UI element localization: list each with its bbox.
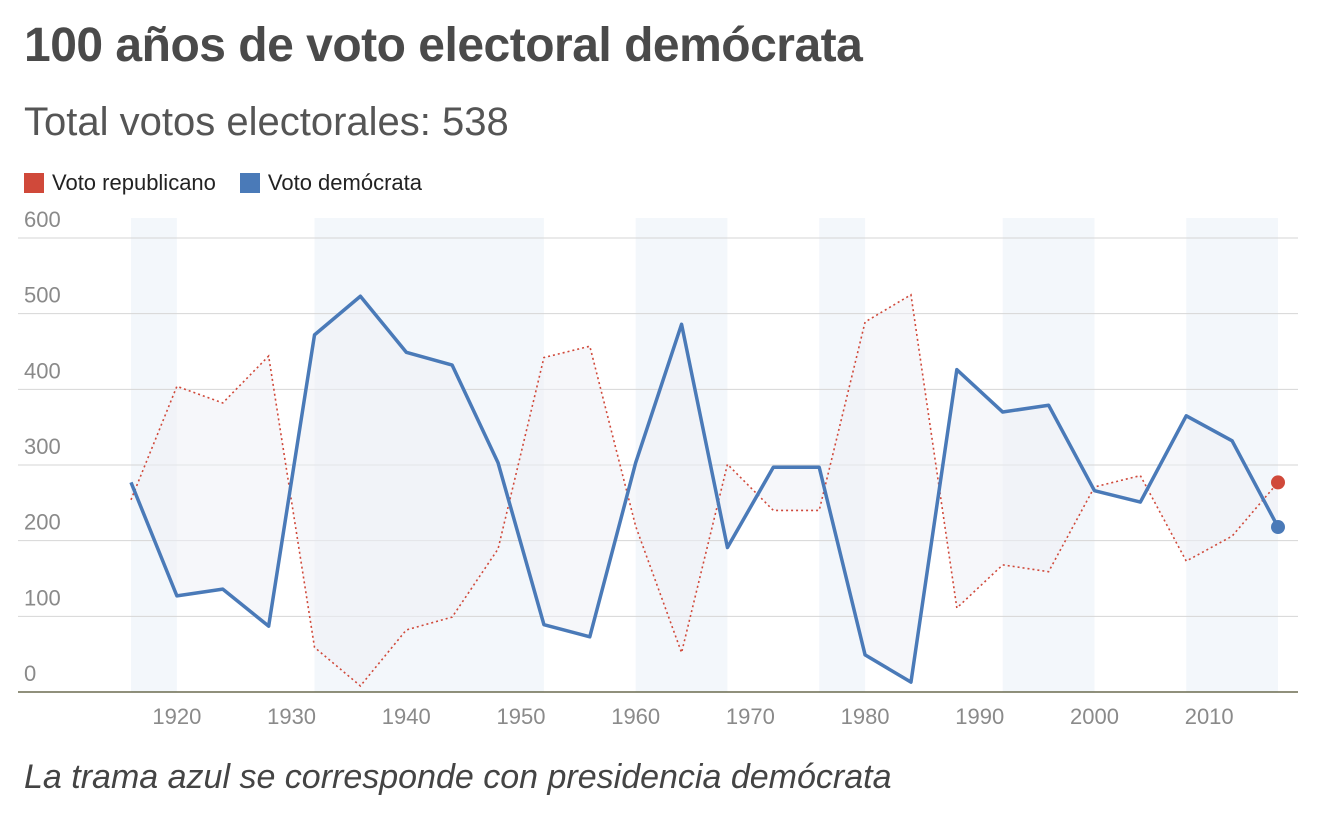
x-tick-label-1990: 1990 xyxy=(955,704,1004,729)
y-tick-label-0: 0 xyxy=(24,661,36,686)
x-tick-label-2010: 2010 xyxy=(1185,704,1234,729)
series-line-republican xyxy=(130,293,1279,688)
legend-item-republican: Voto republicano xyxy=(24,170,216,196)
y-tick-label-600: 600 xyxy=(24,207,61,232)
chart-title: 100 años de voto electoral demócrata xyxy=(24,19,863,72)
x-tick-label-1950: 1950 xyxy=(497,704,546,729)
legend-swatch-democrat xyxy=(239,173,260,193)
y-tick-label-500: 500 xyxy=(24,283,61,308)
point-democrat-2016 xyxy=(1271,520,1285,535)
x-tick-label-2000: 2000 xyxy=(1070,704,1119,729)
x-tick-label-1960: 1960 xyxy=(611,704,660,729)
chart-footnote: La trama azul se corresponde con preside… xyxy=(24,758,892,796)
x-tick-label-1980: 1980 xyxy=(841,704,890,729)
chart-subtitle: Total votos electorales: 538 xyxy=(24,100,509,144)
series-line-democrat xyxy=(129,294,1280,684)
area-between-series xyxy=(131,294,1278,686)
x-tick-label-1940: 1940 xyxy=(382,704,431,729)
legend-swatch-republican xyxy=(24,173,44,193)
x-tick-label-1970: 1970 xyxy=(726,704,775,729)
x-tick-label-1920: 1920 xyxy=(152,704,201,729)
y-tick-label-400: 400 xyxy=(24,358,61,383)
y-tick-label-100: 100 xyxy=(24,585,61,610)
point-republican-2016 xyxy=(1271,475,1285,490)
legend-label-democrat: Voto demócrata xyxy=(267,170,423,195)
legend-item-democrat: Voto demócrata xyxy=(239,170,423,196)
y-tick-label-300: 300 xyxy=(24,434,61,459)
legend-label-republican: Voto republicano xyxy=(52,170,216,195)
x-tick-label-1930: 1930 xyxy=(267,704,316,729)
y-tick-label-200: 200 xyxy=(24,510,61,535)
legend: Voto republicano Voto demócrata xyxy=(24,170,446,196)
